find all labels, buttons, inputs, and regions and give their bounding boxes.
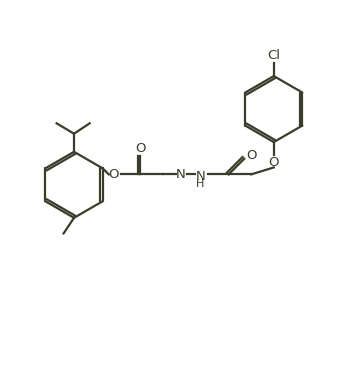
Text: O: O bbox=[246, 149, 256, 162]
Text: N: N bbox=[176, 168, 186, 181]
Text: O: O bbox=[135, 142, 145, 155]
Text: O: O bbox=[109, 168, 119, 181]
Text: O: O bbox=[269, 156, 279, 169]
Text: Cl: Cl bbox=[267, 49, 280, 62]
Text: H: H bbox=[196, 179, 204, 189]
Text: N: N bbox=[195, 170, 205, 183]
